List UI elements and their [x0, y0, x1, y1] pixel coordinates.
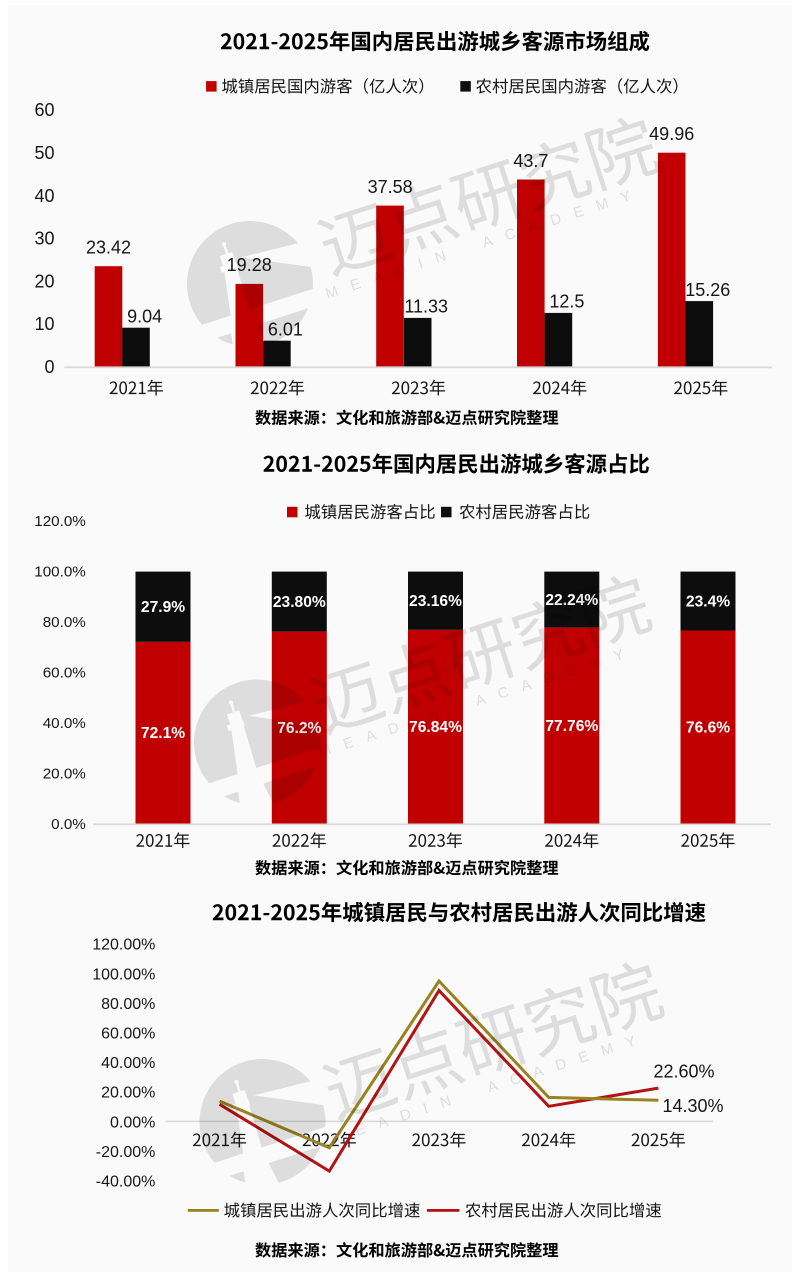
- svg-text:40: 40: [34, 186, 54, 206]
- svg-text:37.58: 37.58: [368, 177, 413, 197]
- svg-text:-20.00%: -20.00%: [96, 1144, 156, 1161]
- svg-text:0: 0: [44, 357, 54, 377]
- svg-text:27.9%: 27.9%: [141, 599, 185, 616]
- svg-text:23.42: 23.42: [86, 238, 131, 258]
- svg-text:22.60%: 22.60%: [653, 1061, 714, 1081]
- svg-text:49.96: 49.96: [649, 124, 694, 144]
- svg-text:0.0%: 0.0%: [51, 816, 86, 833]
- svg-text:20.0%: 20.0%: [43, 766, 86, 783]
- svg-text:10: 10: [34, 314, 54, 334]
- svg-text:11.33: 11.33: [404, 297, 448, 317]
- svg-text:100.0%: 100.0%: [34, 564, 86, 581]
- svg-text:20: 20: [34, 271, 54, 291]
- svg-text:80.00%: 80.00%: [101, 996, 155, 1013]
- svg-text:0.00%: 0.00%: [110, 1114, 155, 1131]
- svg-text:23.16%: 23.16%: [409, 593, 462, 610]
- svg-text:30: 30: [34, 229, 54, 249]
- svg-text:120.0%: 120.0%: [34, 513, 86, 530]
- svg-text:15.26: 15.26: [685, 280, 730, 300]
- svg-text:23.4%: 23.4%: [686, 593, 730, 610]
- svg-text:23.80%: 23.80%: [273, 594, 326, 611]
- svg-text:20.00%: 20.00%: [101, 1085, 155, 1102]
- svg-text:120.00%: 120.00%: [92, 937, 155, 954]
- svg-text:60: 60: [34, 100, 54, 120]
- svg-text:-40.00%: -40.00%: [96, 1174, 156, 1191]
- svg-text:12.5: 12.5: [549, 292, 584, 312]
- svg-text:77.76%: 77.76%: [545, 718, 598, 735]
- svg-text:40.00%: 40.00%: [101, 1055, 155, 1072]
- svg-text:72.1%: 72.1%: [141, 725, 185, 742]
- svg-text:40.0%: 40.0%: [43, 715, 86, 732]
- svg-text:60.0%: 60.0%: [43, 665, 86, 682]
- svg-text:100.00%: 100.00%: [92, 966, 155, 983]
- svg-text:9.04: 9.04: [127, 307, 162, 327]
- svg-text:50: 50: [34, 143, 54, 163]
- svg-text:80.0%: 80.0%: [43, 614, 86, 631]
- svg-text:60.00%: 60.00%: [101, 1026, 155, 1043]
- svg-text:76.6%: 76.6%: [686, 719, 730, 736]
- svg-text:14.30%: 14.30%: [662, 1096, 723, 1116]
